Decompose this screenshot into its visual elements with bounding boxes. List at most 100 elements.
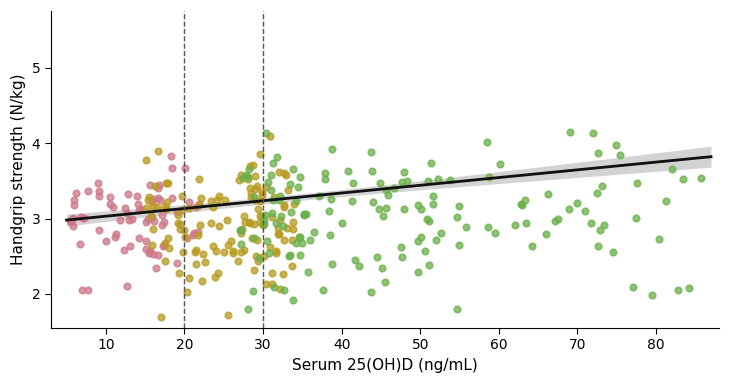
Point [292, 184, 304, 190]
Point [666, 166, 678, 172]
Point [134, 207, 145, 213]
Point [205, 198, 217, 204]
Point [628, 285, 639, 291]
Point [254, 219, 266, 225]
Point [183, 199, 195, 205]
Point [147, 242, 158, 248]
Point [596, 183, 608, 189]
Point [653, 235, 665, 242]
Point [68, 202, 80, 208]
Point [152, 147, 164, 154]
Point [176, 194, 188, 200]
Point [245, 163, 256, 169]
Point [274, 193, 285, 199]
Point [277, 271, 288, 277]
Point [273, 231, 285, 237]
Point [126, 216, 138, 222]
Point [243, 219, 255, 225]
Point [135, 206, 147, 212]
Point [154, 197, 166, 204]
Point [266, 270, 278, 276]
Point [270, 248, 282, 254]
Point [326, 260, 337, 266]
Point [66, 215, 78, 221]
Point [591, 190, 603, 197]
Point [598, 222, 610, 228]
Point [181, 288, 193, 295]
Point [244, 166, 256, 172]
Point [695, 175, 707, 181]
Point [415, 206, 427, 212]
Point [436, 230, 447, 237]
Point [253, 255, 265, 261]
Point [372, 254, 383, 260]
Point [264, 133, 276, 139]
Point [399, 206, 410, 212]
Point [250, 173, 261, 179]
Point [453, 203, 465, 209]
Point [152, 195, 164, 201]
Point [66, 217, 78, 223]
Point [142, 197, 154, 203]
Point [266, 281, 277, 287]
Point [225, 238, 237, 244]
Point [193, 176, 204, 182]
Point [252, 206, 264, 212]
Point [280, 172, 292, 179]
Point [118, 247, 130, 253]
Point [268, 194, 280, 200]
Point [163, 245, 174, 252]
Point [278, 237, 290, 243]
Point [266, 214, 278, 220]
Point [239, 247, 250, 253]
Point [68, 197, 80, 204]
Point [245, 194, 257, 200]
Point [266, 187, 277, 194]
Y-axis label: Handgrip strength (N/kg): Handgrip strength (N/kg) [11, 74, 26, 265]
Point [190, 204, 201, 210]
Point [249, 197, 261, 203]
Point [244, 185, 256, 191]
Point [257, 220, 269, 227]
Point [427, 192, 439, 199]
Point [539, 231, 551, 237]
Point [326, 146, 337, 152]
Point [592, 150, 604, 156]
Point [293, 234, 305, 240]
Point [143, 250, 155, 256]
Point [677, 176, 688, 182]
Point [274, 169, 285, 175]
Point [74, 241, 85, 247]
Point [242, 306, 254, 312]
Point [237, 175, 249, 182]
Point [235, 230, 247, 236]
Point [227, 248, 239, 255]
Point [607, 248, 618, 255]
Point [631, 180, 643, 187]
Point [247, 288, 258, 294]
Point [510, 222, 521, 228]
Point [353, 263, 365, 270]
Point [320, 169, 331, 175]
Point [157, 243, 169, 250]
Point [373, 205, 385, 212]
Point [174, 221, 185, 227]
Point [189, 248, 201, 255]
Point [140, 218, 152, 225]
Point [515, 201, 526, 207]
Point [254, 213, 266, 219]
Point [172, 220, 184, 226]
Point [379, 278, 391, 285]
Point [272, 154, 283, 160]
Point [412, 202, 423, 208]
Point [144, 248, 155, 254]
Point [133, 235, 145, 241]
Point [282, 187, 293, 194]
Point [104, 201, 116, 207]
Point [121, 210, 133, 216]
Point [258, 253, 270, 260]
Point [159, 258, 171, 265]
Point [258, 220, 269, 227]
Point [453, 242, 465, 248]
Point [287, 218, 299, 225]
